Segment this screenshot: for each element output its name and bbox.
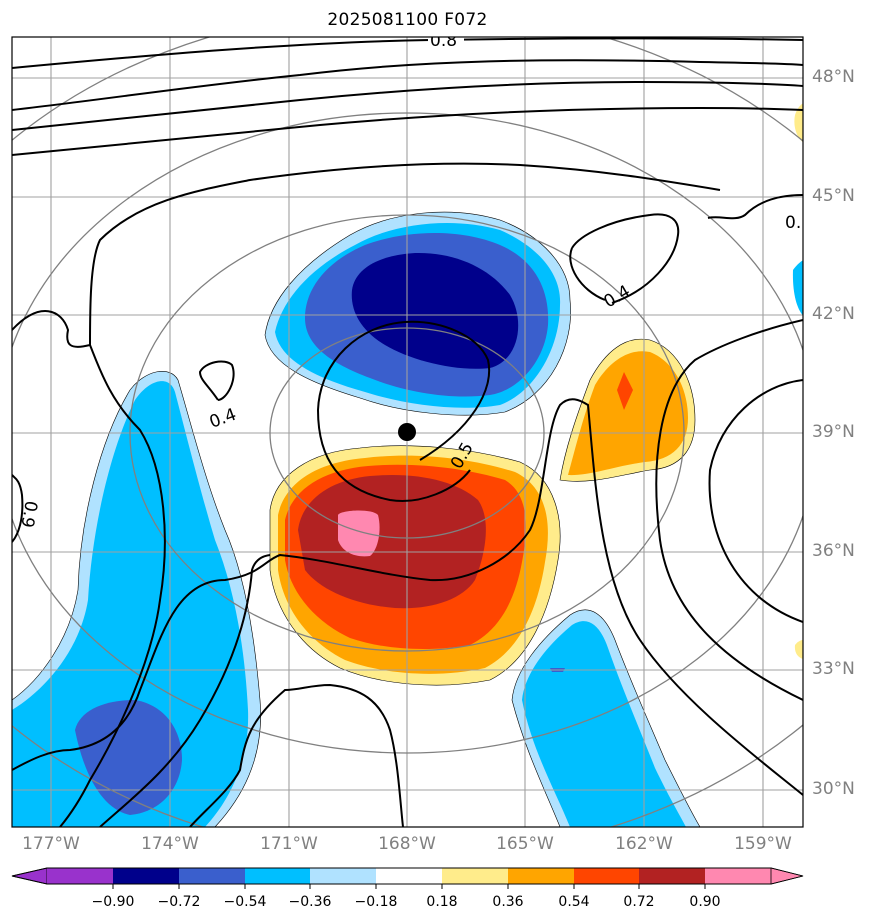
colorbar-swatch [113,868,179,884]
lon-label: 159°W [734,834,792,854]
colorbar-tick-label: −0.90 [91,894,135,910]
lat-label: 48°N [812,67,855,87]
lat-label: 33°N [812,659,855,679]
negative-anomaly-west [12,371,261,827]
colorbar-tick-label: 0.54 [558,894,590,910]
lat-label: 42°N [812,304,855,324]
colorbar-tick-label: −0.36 [288,894,332,910]
edge-shading-northeast [794,103,803,143]
colorbar-swatch [376,868,442,884]
colorbar-tick-label: 0.90 [689,894,721,910]
colorbar-tick-label: 0.18 [426,894,458,910]
colorbar-tick-label: −0.18 [354,894,398,910]
negative-anomaly-southeast [511,609,701,827]
contour-label: 0.8 [430,31,457,51]
lon-label: 162°W [615,834,673,854]
colorbar-tick-label: −0.54 [223,894,267,910]
edge-shading-east [792,260,803,316]
contour-label: 0. [785,213,801,233]
colorbar-swatch [310,868,376,884]
colorbar-swatch [47,868,113,884]
contour-lines [12,37,803,827]
map-panel: 0.8 0. 0.4 0.4 0.5 0.9 [12,31,803,827]
figure-title: 2025081100 F072 [327,10,488,30]
colorbar-extend-high [770,867,804,885]
storm-center-dot [398,423,416,441]
lon-label: 171°W [260,834,318,854]
colorbar-swatch [179,868,245,884]
lat-label: 45°N [812,186,855,206]
negative-anomaly-north [264,211,571,416]
colorbar-swatch [508,868,574,884]
lat-label: 39°N [812,422,855,442]
graticule [12,37,803,827]
colorbar-tick-label: 0.72 [623,894,655,910]
lon-label: 174°W [141,834,199,854]
lon-label: 168°W [378,834,436,854]
contour-label: 0.9 [16,499,40,529]
colorbar-swatch [639,868,705,884]
range-rings [12,37,803,827]
colorbar-swatch [574,868,639,884]
lon-label: 177°W [22,834,80,854]
lon-label: 165°W [496,834,554,854]
positive-anomaly-south [269,445,561,686]
colorbar-swatch [245,868,310,884]
edge-shading-southeast [794,639,803,659]
lat-label: 30°N [812,779,855,799]
lat-label: 36°N [812,541,855,561]
colorbar-extend-low [11,867,48,885]
map-frame [11,36,804,828]
colorbar-tick-label: 0.36 [492,894,524,910]
colorbar [11,867,804,889]
colorbar-swatch [442,868,508,884]
colorbar-swatch [705,868,771,884]
colorbar-tick-label: −0.72 [157,894,201,910]
